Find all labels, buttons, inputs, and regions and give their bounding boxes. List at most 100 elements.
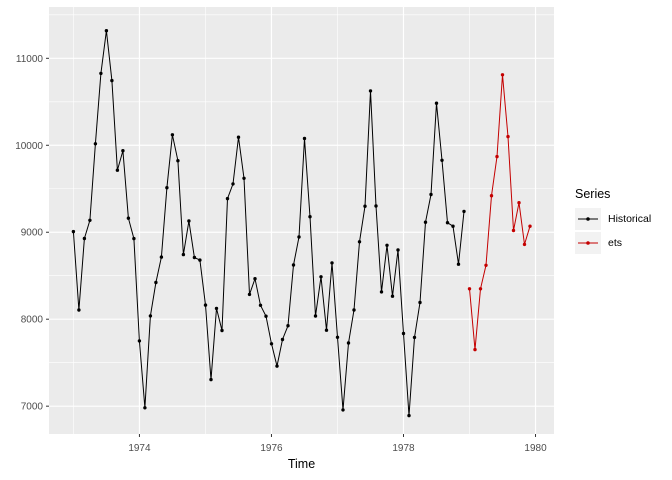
legend-entry-ets: ets bbox=[575, 231, 651, 255]
data-point-historical bbox=[93, 142, 98, 146]
data-point-historical bbox=[176, 159, 180, 163]
y-tick-label: 10000 bbox=[15, 141, 43, 152]
data-point-historical bbox=[302, 136, 307, 141]
data-point-historical bbox=[236, 135, 241, 139]
data-point-historical bbox=[192, 255, 197, 260]
data-point-historical bbox=[319, 275, 323, 279]
data-point-historical bbox=[445, 221, 450, 225]
data-point-historical bbox=[187, 219, 191, 223]
x-tick-label: 1978 bbox=[392, 443, 415, 454]
data-point-historical bbox=[214, 306, 219, 311]
data-point-historical bbox=[330, 261, 334, 265]
data-point-historical bbox=[71, 229, 76, 234]
x-axis-title: Time bbox=[287, 457, 316, 471]
legend-entry-historical: Historical bbox=[575, 207, 651, 231]
data-point-historical bbox=[368, 89, 373, 93]
data-point-historical bbox=[110, 78, 114, 83]
data-point-ets bbox=[495, 154, 499, 159]
data-point-ets bbox=[473, 347, 477, 352]
data-point-historical bbox=[275, 364, 279, 368]
legend-key-ets-icon bbox=[575, 232, 601, 254]
data-point-historical bbox=[231, 182, 235, 186]
data-point-historical bbox=[154, 280, 158, 285]
data-point-ets bbox=[500, 73, 505, 77]
data-point-historical bbox=[77, 308, 81, 312]
data-point-historical bbox=[203, 303, 208, 307]
data-point-historical bbox=[363, 204, 367, 208]
data-point-ets bbox=[478, 287, 483, 291]
data-point-historical bbox=[456, 262, 461, 266]
data-point-historical bbox=[385, 243, 389, 247]
data-point-historical bbox=[313, 314, 318, 318]
data-point-historical bbox=[159, 255, 164, 259]
data-point-historical bbox=[379, 290, 384, 294]
data-point-ets bbox=[467, 287, 472, 291]
y-tick-label: 7000 bbox=[21, 402, 44, 413]
legend-label-historical: Historical bbox=[608, 213, 652, 225]
legend-label-ets: ets bbox=[608, 237, 623, 249]
data-point-historical bbox=[396, 248, 400, 252]
data-point-historical bbox=[115, 168, 120, 172]
data-point-historical bbox=[434, 101, 439, 105]
data-point-ets bbox=[517, 201, 521, 205]
data-point-historical bbox=[335, 335, 340, 339]
data-point-historical bbox=[352, 308, 356, 312]
legend-key-historical-icon bbox=[575, 208, 601, 230]
data-point-ets bbox=[506, 134, 510, 139]
data-point-historical bbox=[143, 406, 147, 410]
data-point-historical bbox=[418, 300, 422, 305]
data-point-historical bbox=[264, 314, 268, 318]
data-point-historical bbox=[137, 339, 142, 343]
y-tick-label: 9000 bbox=[21, 228, 44, 239]
data-point-historical bbox=[280, 337, 285, 342]
data-point-historical bbox=[357, 240, 362, 244]
data-point-ets bbox=[528, 224, 532, 228]
data-point-ets bbox=[511, 228, 516, 233]
data-point-historical bbox=[220, 328, 224, 333]
data-point-historical bbox=[390, 294, 395, 298]
data-point-historical bbox=[198, 258, 202, 262]
data-point-historical bbox=[346, 341, 351, 345]
data-point-historical bbox=[324, 328, 329, 332]
data-point-ets bbox=[489, 194, 494, 198]
data-point-historical bbox=[242, 176, 246, 180]
y-tick-label: 8000 bbox=[21, 315, 44, 326]
data-point-historical bbox=[181, 252, 186, 257]
data-point-historical bbox=[209, 377, 213, 382]
x-tick-label: 1974 bbox=[128, 443, 151, 454]
data-point-historical bbox=[440, 158, 444, 162]
data-point-historical bbox=[401, 331, 406, 336]
data-point-historical bbox=[308, 215, 312, 219]
data-point-ets bbox=[484, 263, 488, 267]
x-tick-label: 1980 bbox=[524, 443, 547, 454]
data-point-historical bbox=[269, 342, 274, 346]
plot-panel bbox=[49, 7, 554, 434]
data-point-historical bbox=[165, 186, 169, 190]
data-point-historical bbox=[374, 204, 378, 208]
data-point-historical bbox=[423, 220, 428, 224]
data-point-historical bbox=[148, 314, 153, 318]
series-line-historical bbox=[72, 30, 465, 416]
data-point-historical bbox=[291, 263, 296, 267]
y-tick-label: 11000 bbox=[16, 54, 44, 65]
data-point-historical bbox=[286, 324, 290, 328]
data-point-historical bbox=[247, 292, 252, 297]
data-point-historical bbox=[258, 303, 263, 307]
data-point-historical bbox=[121, 149, 125, 153]
data-point-historical bbox=[225, 196, 230, 201]
series-line-ets bbox=[469, 74, 531, 350]
data-point-ets bbox=[522, 242, 527, 247]
data-point-historical bbox=[82, 236, 87, 241]
data-point-historical bbox=[462, 209, 466, 214]
data-point-historical bbox=[126, 216, 131, 220]
data-point-historical bbox=[297, 235, 301, 239]
legend-title: Series bbox=[575, 187, 611, 201]
x-tick-label: 1976 bbox=[260, 443, 283, 454]
data-point-historical bbox=[253, 277, 257, 281]
data-point-historical bbox=[407, 413, 411, 418]
data-point-historical bbox=[341, 408, 345, 412]
data-point-historical bbox=[88, 218, 92, 222]
data-point-historical bbox=[99, 71, 103, 76]
